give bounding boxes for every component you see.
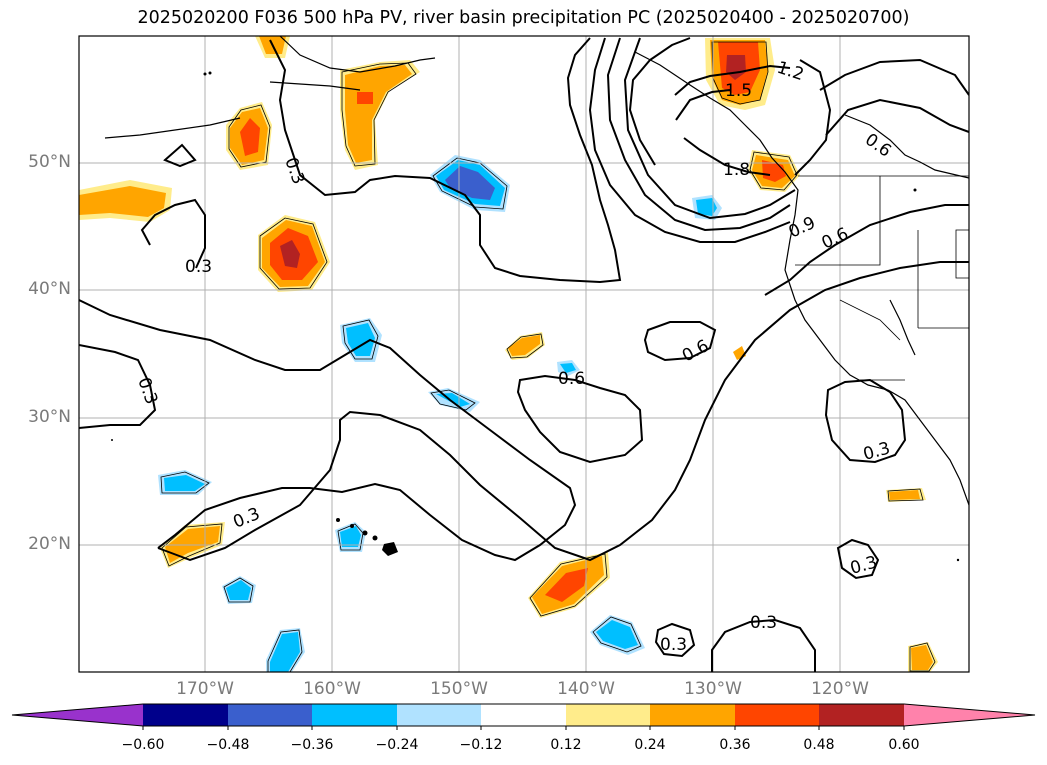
precip-positive-blob bbox=[762, 160, 786, 182]
precip-negative-blob bbox=[445, 166, 495, 200]
precip-negative-blob bbox=[596, 620, 638, 649]
contour-label: 0.6 bbox=[558, 369, 585, 389]
colorbar-bin bbox=[566, 704, 650, 726]
lon-label-170w: 170°W bbox=[176, 679, 234, 699]
pv-contour bbox=[794, 59, 832, 176]
precip-shading bbox=[79, 36, 938, 672]
pv-contour bbox=[269, 37, 622, 284]
contour-label: 1.8 bbox=[723, 160, 750, 180]
lon-label-130w: 130°W bbox=[684, 679, 742, 699]
pv-contour bbox=[157, 261, 969, 562]
pv-contour bbox=[674, 64, 791, 96]
coastlines bbox=[104, 36, 969, 506]
contour-label: 1.5 bbox=[725, 81, 752, 101]
lat-label-20n: 20°N bbox=[28, 534, 71, 554]
pv-contour bbox=[825, 98, 969, 136]
precip-positive-blob bbox=[889, 490, 920, 500]
precip-negative-blob bbox=[696, 198, 717, 216]
precip-negative-blob bbox=[346, 323, 375, 356]
map-title: 2025020200 F036 500 hPa PV, river basin … bbox=[137, 8, 910, 28]
pv-contour bbox=[516, 374, 644, 464]
lon-label-160w: 160°W bbox=[303, 679, 361, 699]
colorbar-tick: 0.60 bbox=[888, 737, 920, 753]
colorbar-tick: −0.12 bbox=[459, 737, 503, 753]
precip-positive-blob bbox=[508, 335, 540, 356]
colorbar-tick: 0.48 bbox=[803, 737, 835, 753]
precip-positive-blob bbox=[280, 240, 300, 268]
precip-negative-blob bbox=[164, 475, 205, 491]
islands bbox=[111, 71, 960, 562]
precip-positive-blob bbox=[240, 118, 260, 156]
pv-contour bbox=[163, 143, 197, 168]
colorbar-bin bbox=[312, 704, 397, 726]
contour-label: 0.3 bbox=[750, 613, 777, 633]
precip-positive-blob bbox=[357, 92, 373, 104]
colorbar-extend-max bbox=[904, 704, 1035, 726]
lat-label-40n: 40°N bbox=[28, 279, 71, 299]
colorbar-bin bbox=[650, 704, 735, 726]
pv-contour bbox=[643, 321, 717, 362]
pv-contour bbox=[623, 37, 796, 220]
lon-label-140w: 140°W bbox=[557, 679, 615, 699]
colorbar bbox=[11, 703, 1036, 730]
precip-positive-blob bbox=[345, 65, 412, 163]
map-panel: 0.3 0.3 0.3 0.3 0.3 0.3 0.3 0.3 0.3 0.6 … bbox=[79, 36, 969, 672]
graticule bbox=[79, 36, 969, 672]
colorbar-tick: 0.12 bbox=[550, 737, 582, 753]
colorbar-tick: 0.24 bbox=[634, 737, 666, 753]
pv-contour bbox=[588, 37, 791, 243]
pv-contour bbox=[140, 198, 206, 269]
lon-label-120w: 120°W bbox=[811, 679, 869, 699]
precip-positive-blob bbox=[545, 568, 588, 602]
colorbar-bin bbox=[481, 704, 566, 726]
colorbar-bin bbox=[228, 704, 312, 726]
colorbar-tick: −0.48 bbox=[206, 737, 250, 753]
pv-contour bbox=[628, 37, 691, 166]
pv-contour bbox=[764, 204, 969, 296]
colorbar-tick: 0.36 bbox=[719, 737, 751, 753]
colorbar-bin bbox=[397, 704, 481, 726]
pv-contours bbox=[79, 37, 969, 672]
pv-contour bbox=[683, 137, 771, 176]
colorbar-tick: −0.36 bbox=[290, 737, 334, 753]
lat-label-50n: 50°N bbox=[28, 152, 71, 172]
colorbar-bin bbox=[143, 704, 228, 726]
precip-negative-blob bbox=[226, 580, 251, 600]
pv-contour bbox=[824, 378, 907, 464]
precip-negative-blob bbox=[340, 526, 361, 547]
precip-positive-blob bbox=[911, 645, 933, 670]
pv-contour bbox=[711, 618, 816, 672]
precip-negative-blob bbox=[270, 632, 300, 672]
pv-contour bbox=[819, 58, 969, 96]
pv-contour bbox=[675, 89, 731, 121]
colorbar-tick: −0.60 bbox=[121, 737, 165, 753]
contour-label: 0.3 bbox=[660, 635, 687, 655]
colorbar-bin bbox=[735, 704, 819, 726]
pv-contour bbox=[654, 622, 696, 658]
map-frame bbox=[78, 35, 970, 673]
lon-label-150w: 150°W bbox=[430, 679, 488, 699]
pv-contour bbox=[79, 344, 157, 429]
colorbar-extend-min bbox=[12, 704, 143, 726]
precip-negative-blob bbox=[560, 363, 576, 373]
colorbar-tick: −0.24 bbox=[375, 737, 419, 753]
pv-contour bbox=[836, 538, 880, 580]
pv-contour bbox=[79, 299, 577, 562]
contour-label: 0.3 bbox=[185, 257, 212, 277]
pv-contour bbox=[606, 37, 791, 232]
colorbar-bin bbox=[819, 704, 904, 726]
precip-positive-blob bbox=[79, 186, 166, 217]
lat-label-30n: 30°N bbox=[28, 407, 71, 427]
